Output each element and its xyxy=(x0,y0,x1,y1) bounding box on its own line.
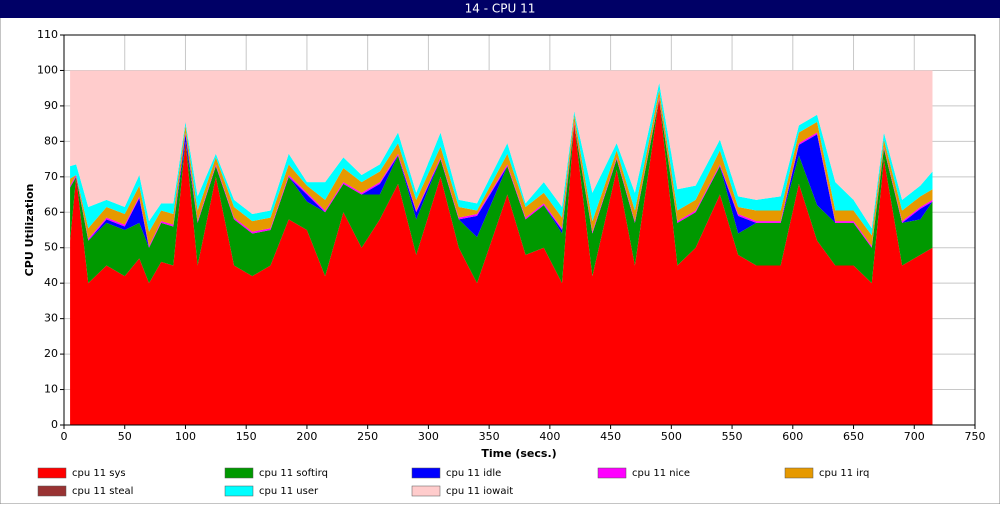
area xyxy=(70,89,933,246)
legend-label: cpu 11 sys xyxy=(72,468,126,479)
legend-swatch xyxy=(224,485,254,497)
y-tick-label: 30 xyxy=(44,312,58,325)
area xyxy=(70,98,933,426)
y-tick-label: 40 xyxy=(44,276,58,289)
legend-swatch xyxy=(411,485,441,497)
y-tick-label: 70 xyxy=(44,170,58,183)
x-tick-label: 50 xyxy=(118,430,132,443)
y-tick-label: 100 xyxy=(37,63,58,76)
legend-label: cpu 11 iowait xyxy=(446,486,513,497)
x-tick-label: 250 xyxy=(357,430,378,443)
x-tick-label: 700 xyxy=(904,430,925,443)
legend-label: cpu 11 softirq xyxy=(259,468,328,479)
title-bar xyxy=(0,0,1000,18)
x-tick-label: 550 xyxy=(722,430,743,443)
x-tick-label: 500 xyxy=(661,430,682,443)
legend-label: cpu 11 user xyxy=(259,486,319,497)
y-tick-label: 50 xyxy=(44,241,58,254)
x-tick-label: 750 xyxy=(965,430,986,443)
legend-swatch xyxy=(784,467,814,479)
legend-label: cpu 11 irq xyxy=(819,468,869,479)
x-tick-label: 150 xyxy=(236,430,257,443)
legend-swatch xyxy=(37,485,67,497)
y-tick-label: 110 xyxy=(37,28,58,41)
y-tick-label: 10 xyxy=(44,383,58,396)
legend-label: cpu 11 nice xyxy=(632,468,690,479)
x-tick-label: 450 xyxy=(600,430,621,443)
area xyxy=(70,82,933,236)
x-axis-label: Time (secs.) xyxy=(481,447,556,460)
area xyxy=(70,70,933,229)
x-tick-label: 600 xyxy=(782,430,803,443)
x-tick-label: 650 xyxy=(843,430,864,443)
chart-title: 14 - CPU 11 xyxy=(465,2,536,16)
y-axis-label: CPU Utilization xyxy=(23,184,36,277)
x-tick-label: 100 xyxy=(175,430,196,443)
area xyxy=(70,98,933,284)
x-tick-label: 0 xyxy=(61,430,68,443)
legend-label: cpu 11 steal xyxy=(72,486,133,497)
areas xyxy=(70,70,933,426)
legend-swatch xyxy=(411,467,441,479)
legend: cpu 11 sys cpu 11 softirq cpu 11 idle cpu 1… xyxy=(37,467,869,497)
legend-swatch xyxy=(597,467,627,479)
y-tick-label: 80 xyxy=(44,134,58,147)
y-tick-label: 0 xyxy=(51,418,58,431)
x-tick-label: 200 xyxy=(296,430,317,443)
plot-frame xyxy=(63,34,976,426)
x-tick-label: 350 xyxy=(479,430,500,443)
y-tick-label: 60 xyxy=(44,205,58,218)
y-tick-label: 20 xyxy=(44,347,58,360)
legend-swatch xyxy=(37,467,67,479)
y-tick-label: 90 xyxy=(44,99,58,112)
x-tick-label: 400 xyxy=(539,430,560,443)
legend-swatch xyxy=(224,467,254,479)
axes: 0 10 20 30 40 50 60 70 80 90 100 110 0 50 100 150 200 250… xyxy=(37,28,986,443)
x-tick-label: 300 xyxy=(418,430,439,443)
area xyxy=(70,97,933,248)
legend-label: cpu 11 idle xyxy=(446,468,501,479)
